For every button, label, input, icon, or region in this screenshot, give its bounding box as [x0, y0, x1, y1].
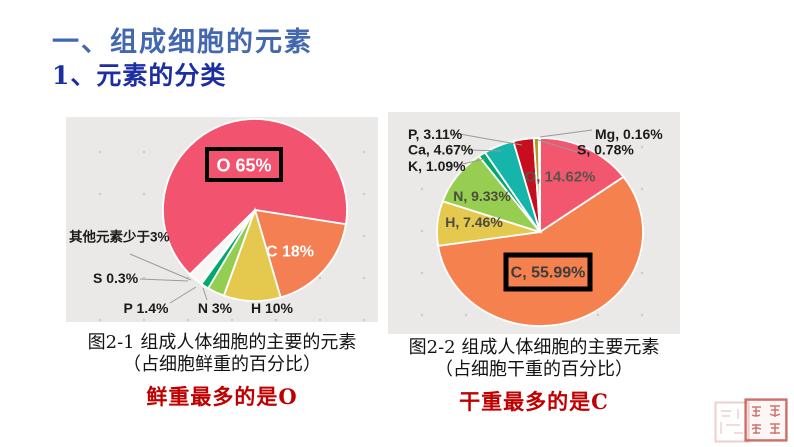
page-subtitle: 1、元素的分类 [52, 61, 227, 90]
pie-label: C 18% [266, 244, 314, 261]
pie-label: S, 0.78% [577, 141, 634, 157]
pie-label: Ca, 4.67% [408, 141, 474, 157]
figure-dry-weight: C, 55.99% O, 14.62% N, 9.33% H, 7.46% P, 3.1… [388, 112, 680, 416]
pie-slice-其他元素少于3% [188, 209, 256, 285]
pie-chart-fresh-weight: O 65% C 18% 其他元素少于3% S 0.3% P 1.4% N 3% H 10% [66, 117, 378, 322]
pie-label: P 1.4% [124, 300, 169, 316]
leader-line [169, 286, 197, 304]
pie-label: H, 7.46% [445, 214, 503, 230]
pie-label: N, 9.33% [453, 188, 511, 204]
page-title: 一、组成细胞的元素 [52, 27, 313, 58]
pie-slice-C [253, 208, 347, 299]
figure-conclusion: 干重最多的是C [459, 389, 609, 414]
leader-line [537, 139, 585, 155]
pie-slice-O [162, 118, 348, 276]
pie-slice-Mg [538, 137, 541, 233]
leader-line [453, 132, 523, 146]
label-highlight-box [205, 147, 283, 182]
pie-label: S 0.3% [93, 270, 139, 286]
leader-line [202, 287, 208, 301]
pie-svg-dry-weight: C, 55.99% O, 14.62% N, 9.33% H, 7.46% P, 3.1… [408, 126, 663, 327]
pie-label: 其他元素少于3% [69, 229, 170, 245]
pie-label: O 65% [216, 155, 271, 175]
figure-caption: 图2-1 组成人体细胞的主要的元素 [87, 332, 357, 353]
seal-stamp-faint-icon [714, 401, 750, 443]
figure-caption: 图2-2 组成人体细胞的主要元素 [408, 337, 660, 358]
pie-label: N 3% [198, 300, 233, 316]
pie-svg-fresh-weight: O 65% C 18% 其他元素少于3% S 0.3% P 1.4% N 3% H 10% [69, 118, 348, 316]
leader-line [457, 158, 486, 166]
pie-label: Mg, 0.16% [595, 126, 663, 142]
pie-label: O, 14.62% [525, 168, 596, 185]
figure-caption-sub: （占细胞干重的百分比） [435, 359, 633, 380]
pie-label: P, 3.11% [408, 126, 463, 142]
figure-conclusion: 鲜重最多的是O [146, 384, 298, 409]
leader-line [139, 278, 189, 282]
label-highlight-box [503, 252, 593, 292]
pie-chart-dry-weight: C, 55.99% O, 14.62% N, 9.33% H, 7.46% P, 3.1… [388, 112, 680, 334]
pie-label: K, 1.09% [408, 158, 466, 174]
figure-caption-sub: （占细胞鲜重的百分比） [123, 354, 321, 375]
pie-label: C, 55.99% [511, 265, 586, 282]
pie-label: H 10% [251, 300, 294, 316]
leader-line [539, 129, 593, 138]
leader-line [469, 149, 502, 152]
leader-line [129, 253, 192, 281]
seal-stamp-icon [744, 398, 788, 442]
figure-fresh-weight: O 65% C 18% 其他元素少于3% S 0.3% P 1.4% N 3% H 10% … [66, 117, 378, 411]
pie-slice-O [539, 137, 625, 234]
